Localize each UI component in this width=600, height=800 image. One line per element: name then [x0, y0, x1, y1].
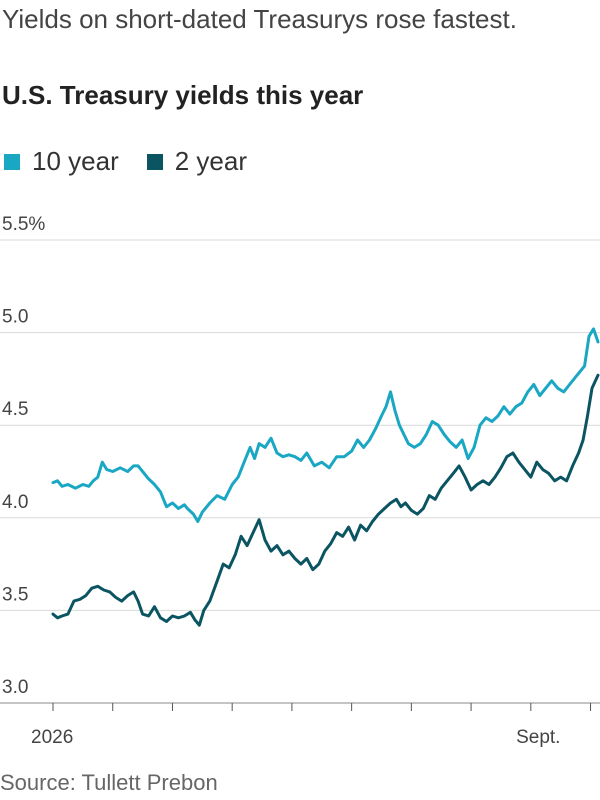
- legend-swatch-10-year: [4, 153, 20, 170]
- legend-item-10-year: 10 year: [4, 146, 119, 177]
- chart-subtitle: Yields on short-dated Treasurys rose fas…: [2, 4, 517, 34]
- y-tick-label: 5.5%: [2, 214, 45, 235]
- y-tick-label: 3.5: [2, 584, 28, 605]
- line-chart: 3.0 3.5 4.0 4.5 5.0 5.5% 2026 Sept.: [0, 214, 600, 748]
- y-tick-label: 4.0: [2, 492, 28, 513]
- x-tick-label: Sept.: [516, 727, 560, 748]
- y-tick-label: 4.5: [2, 399, 28, 420]
- chart-legend: 10 year 2 year: [4, 146, 275, 177]
- legend-swatch-2-year: [146, 153, 163, 170]
- chart-title: U.S. Treasury yields this year: [2, 80, 364, 110]
- y-tick-label: 5.0: [2, 307, 28, 328]
- y-tick-label: 3.0: [2, 677, 28, 698]
- series-line-10-year: [51, 327, 600, 523]
- source-note: Source: Tullett Prebon: [0, 770, 218, 795]
- legend-item-2-year: 2 year: [146, 146, 247, 177]
- legend-label-2-year: 2 year: [174, 146, 247, 176]
- legend-label-10-year: 10 year: [32, 146, 119, 176]
- series-line-2-year: [51, 373, 600, 627]
- x-tick-label: 2026: [31, 727, 73, 748]
